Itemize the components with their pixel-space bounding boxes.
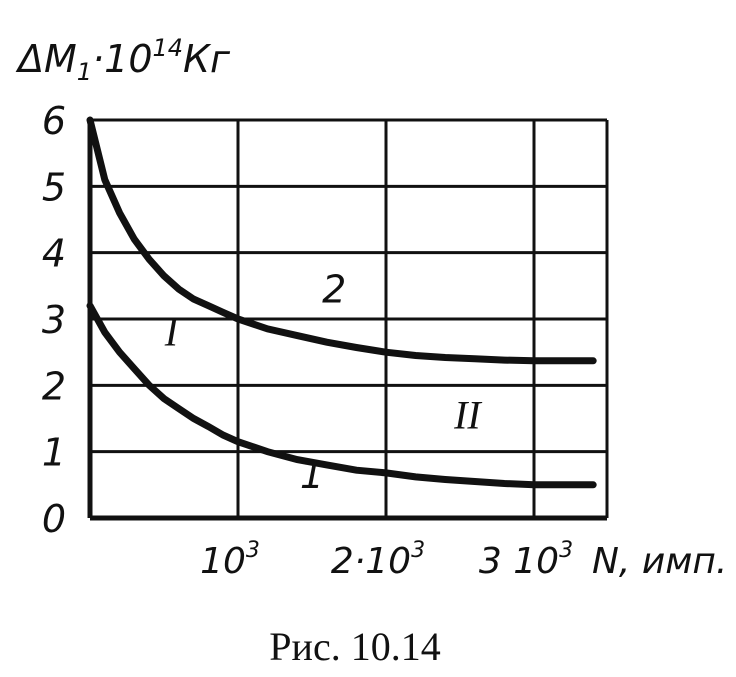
- series: [86, 116, 597, 489]
- y-tick-label-4: 4: [42, 232, 66, 276]
- x-tick-label-sup: 3: [559, 538, 573, 563]
- annotation-3: I: [164, 310, 180, 355]
- x-tick-labels: 103 2·103 3 103: [200, 538, 573, 582]
- y-axis-label-unit: Кг: [183, 37, 231, 81]
- series-line-2: [86, 116, 597, 365]
- figure-caption: Рис. 10.14: [269, 624, 440, 669]
- series-line-1: [86, 302, 597, 489]
- grid: [90, 118, 607, 518]
- x-tick-label-sup: 3: [246, 538, 260, 563]
- x-tick-label-base: 2·10: [331, 541, 411, 582]
- x-tick-label-3: 3 103: [479, 538, 573, 582]
- y-tick-label-2: 2: [42, 364, 66, 408]
- annotation-4: II: [453, 392, 482, 437]
- y-axis-label-prefix: ΔM: [15, 37, 77, 81]
- y-tick-label-5: 5: [42, 165, 66, 209]
- y-axis-label-mid: ·10: [92, 37, 152, 81]
- y-tick-labels: 0 1 2 3 4 5 6: [42, 99, 66, 541]
- x-tick-label-2: 2·103: [331, 538, 425, 582]
- x-axis-label: N, имп.: [592, 541, 727, 582]
- x-tick-label-base: 10: [200, 541, 246, 582]
- y-tick-label-1: 1: [42, 431, 66, 475]
- y-tick-label-6: 6: [42, 99, 66, 143]
- y-tick-label-0: 0: [42, 497, 66, 541]
- y-axis-label-sup: 14: [153, 34, 184, 62]
- x-tick-label-base: 3 10: [479, 541, 559, 582]
- x-tick-label-1: 103: [200, 538, 260, 582]
- annotation-2: 2: [322, 267, 346, 311]
- annotation-1: 1: [300, 453, 324, 497]
- y-tick-label-3: 3: [42, 298, 66, 342]
- x-tick-label-sup: 3: [411, 538, 425, 563]
- axes: [87, 118, 609, 521]
- y-axis-label-sub: 1: [77, 58, 92, 86]
- y-axis-label: ΔM1·1014Кг: [15, 34, 231, 86]
